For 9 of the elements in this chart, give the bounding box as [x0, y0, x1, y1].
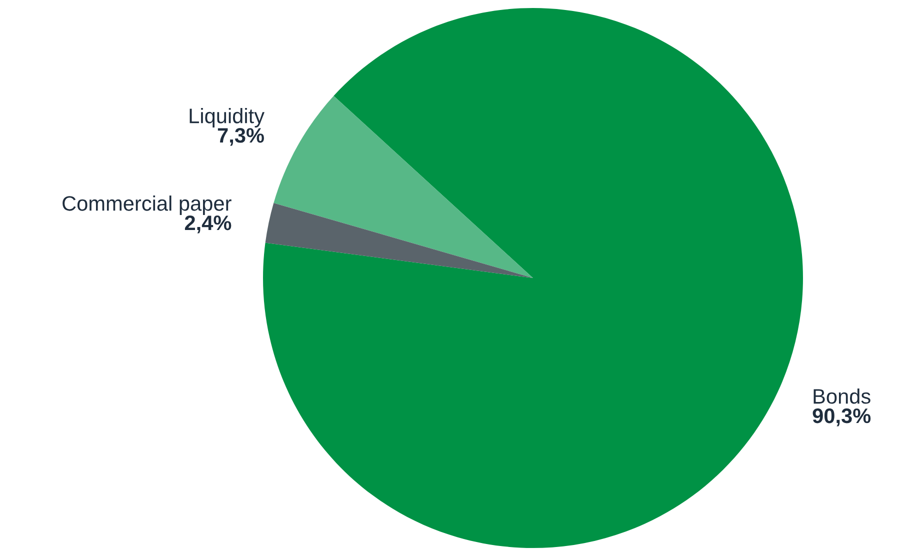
- slice-label: Bonds: [814, 388, 870, 404]
- pie-slice: [274, 96, 533, 278]
- pie-slice: [263, 8, 803, 548]
- pie-slice: [265, 202, 533, 278]
- slice-label: Commercial paper: [62, 196, 232, 215]
- slice-label: Liquidity: [190, 108, 264, 128]
- data-label: 90,3%: [812, 408, 871, 426]
- data-label: 2,4%: [184, 216, 232, 234]
- data-label: 7,3%: [218, 128, 264, 146]
